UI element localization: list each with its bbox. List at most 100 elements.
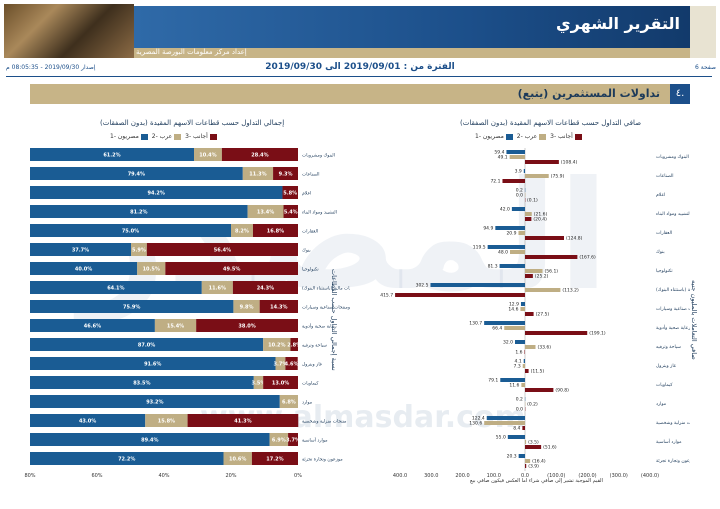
stacked-bar-segment <box>252 224 298 237</box>
legend-foreigners: أجانب -3 <box>550 133 584 140</box>
bar-value-label: 2.8% <box>287 343 301 349</box>
stacked-bar-segment <box>146 243 298 256</box>
left-vertical-label: نسبة إجمالي التداول حسب القطاعات <box>330 269 338 371</box>
net-bar-value-label: 7.3 <box>514 364 521 370</box>
x-tick-label: 60% <box>91 473 102 479</box>
bar-value-label: 15.4% <box>167 324 184 330</box>
category-label: رعاية صحية وأدوية <box>302 323 337 330</box>
stacked-bar-segment <box>131 243 147 256</box>
net-bar-value-label: 72.1 <box>490 179 500 185</box>
stacked-bar-segment <box>194 148 222 161</box>
bar-value-label: 11.3% <box>249 172 266 178</box>
category-label: كيماويات <box>656 382 673 388</box>
net-bar-value-label: (3.9) <box>528 464 539 470</box>
stacked-bar-segment <box>30 433 270 446</box>
net-bar <box>523 169 525 173</box>
net-bar <box>520 307 525 311</box>
bar-value-label: 10.2% <box>268 343 285 349</box>
period-label: الفترة من : 2019/09/01 الى 2019/09/30 <box>265 62 455 72</box>
category-label: الصناعات <box>302 173 320 178</box>
bar-value-label: 10.4% <box>199 153 216 159</box>
net-bar <box>525 331 588 335</box>
stacked-bar-segment <box>273 167 298 180</box>
net-bar <box>510 250 525 254</box>
bar-value-label: 8.2% <box>235 229 249 235</box>
category-label: العقارات <box>302 230 318 235</box>
bar-value-label: 81.2% <box>130 210 147 216</box>
category-label: رعاية صحية وأدوية <box>656 324 690 331</box>
bar-value-label: 75.0% <box>122 229 139 235</box>
x-tick-label: (100.0) <box>547 473 565 479</box>
net-bar-value-label: 302.5 <box>416 283 429 289</box>
stacked-bar-segment <box>30 205 248 218</box>
stacked-bar-segment <box>288 433 298 446</box>
x-tick-label: 300.0 <box>424 473 438 479</box>
net-bar <box>525 212 532 216</box>
net-bar-value-label: 12.9 <box>509 302 519 308</box>
bar-value-label: 3.7% <box>274 362 288 368</box>
net-bar <box>511 207 525 211</box>
title-stripe <box>134 48 690 58</box>
category-label: موزعون وتجارة تجزئة <box>302 458 343 463</box>
net-bar-value-label: (90.8) <box>555 388 569 394</box>
net-bar <box>523 359 525 363</box>
net-bar-value-label: 79.1 <box>488 378 498 384</box>
legend-swatch <box>209 133 217 140</box>
net-bar-value-label: (11.5) <box>531 369 545 375</box>
net-bar-value-label: (75.9) <box>551 174 565 180</box>
stacked-bar-segment <box>263 376 298 389</box>
net-bar <box>525 217 532 221</box>
legend-arabs: عرب -2 <box>152 133 183 140</box>
net-bar-value-label: (56.1) <box>545 269 559 275</box>
total-trading-chart: 61.2% 10.4% 28.4% البنوك ومشروبات 79.4% 11.3%… <box>24 148 350 479</box>
bar-value-label: 94.2% <box>148 191 165 197</box>
x-tick-label: 0% <box>294 473 302 479</box>
category-label: خدمات مالية (باستثناء البنوك) <box>302 286 350 292</box>
net-bar <box>502 179 525 183</box>
category-label: خدمات ومنتجات صناعية وسيارات <box>302 306 350 311</box>
stacked-bar-segment <box>279 395 298 408</box>
net-bar <box>484 421 525 425</box>
stacked-bar-segment <box>201 281 233 294</box>
stacked-bar-segment <box>30 414 146 427</box>
stacked-bar-segment <box>275 357 286 370</box>
net-bar <box>525 464 527 468</box>
right-vertical-label: صافي التعاملات بالمليون جنيه <box>690 280 698 360</box>
category-label: العقارات <box>656 231 672 236</box>
bar-value-label: 3.5% <box>252 381 266 387</box>
net-bar <box>395 293 525 297</box>
net-bar-value-label: 130.7 <box>469 321 482 327</box>
category-label: سياحة وترفيه <box>656 345 681 350</box>
bar-value-label: 17.2% <box>266 457 283 463</box>
net-bar-value-label: 48.0 <box>498 250 508 256</box>
net-bar <box>522 426 525 430</box>
stacked-bar-segment <box>145 414 188 427</box>
net-bar <box>495 226 525 230</box>
category-label: منتجات منزلية وشخصية <box>656 421 690 426</box>
bar-value-label: 15.8% <box>158 419 175 425</box>
bar-value-label: 9.3% <box>279 172 293 178</box>
stacked-bar-segment <box>30 148 195 161</box>
stacked-bar-segment <box>231 224 253 237</box>
category-label: تكنولوجيا <box>656 268 673 274</box>
category-label: موارد أساسية <box>656 438 682 445</box>
bar-value-label: 13.0% <box>272 381 289 387</box>
net-bar-value-label: 81.3 <box>488 264 498 270</box>
net-bar-value-label: 0.2 <box>516 188 523 194</box>
net-bar-value-label: 3.9 <box>515 169 522 175</box>
stacked-bar-segment <box>196 319 298 332</box>
divider <box>6 76 712 77</box>
net-bar <box>524 350 525 354</box>
net-bar <box>430 283 525 287</box>
bar-value-label: 46.6% <box>84 324 101 330</box>
bar-value-label: 11.6% <box>209 286 226 292</box>
exchange-logo <box>690 6 716 58</box>
category-label: بنوك <box>656 250 665 255</box>
section-title: تداولات المستثمرين (يتبع) <box>517 87 660 100</box>
bar-value-label: 10.6% <box>229 457 246 463</box>
net-bar-value-label: 122.4 <box>472 416 485 422</box>
right-legend: أجانب -3 عرب -2 مصريون -1 <box>475 133 584 140</box>
net-bar <box>487 245 525 249</box>
issue-date: إصدار 2019/09/30 - 08:05:35 م <box>6 64 96 71</box>
